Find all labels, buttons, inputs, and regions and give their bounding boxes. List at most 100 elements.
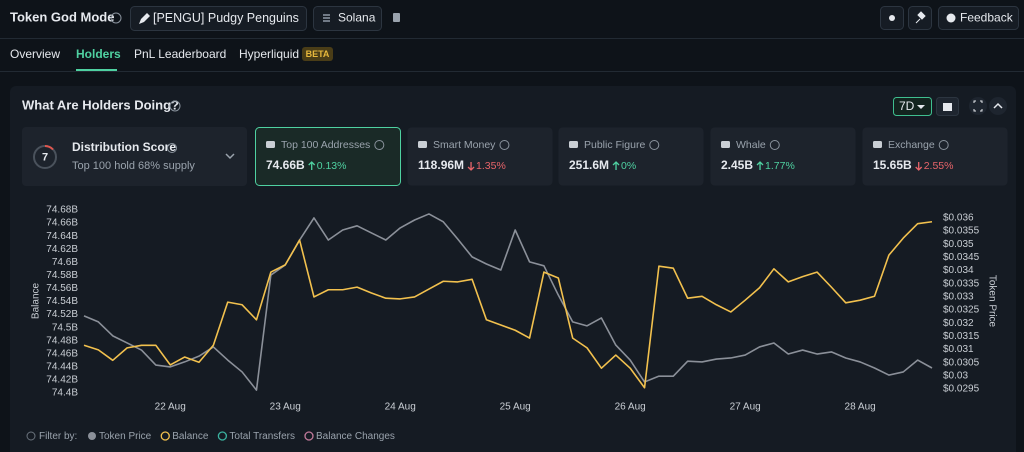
chain-button[interactable]	[313, 6, 382, 31]
y2-tick-label: $0.034	[943, 265, 974, 276]
legend-label[interactable]: Token Price	[99, 431, 152, 442]
legend-marker[interactable]	[304, 431, 314, 441]
y2-tick-label: $0.0335	[943, 278, 980, 289]
chain-name: Solana	[338, 11, 376, 25]
y-tick-label: 74.62B	[46, 244, 78, 255]
line-series	[83, 213, 933, 391]
tab[interactable]: Overview	[10, 47, 60, 61]
card-change: 0.13%	[317, 160, 347, 172]
metric-card[interactable]	[255, 127, 401, 186]
feedback-icon	[946, 13, 956, 23]
y2-tick-label: $0.0315	[943, 331, 980, 342]
edit-icon	[139, 13, 150, 24]
card-value: 15.65B	[873, 158, 912, 172]
panel-title: What Are Holders Doing?	[22, 97, 179, 112]
y-tick-label: 74.4B	[52, 388, 78, 399]
legend: Filter by: Token Price Balance Total Trans…	[26, 431, 395, 442]
x-tick-label: 28 Aug	[845, 402, 876, 413]
info-icon[interactable]	[374, 140, 385, 150]
y2-tick-label: $0.035	[943, 239, 974, 250]
arrow-up	[612, 161, 620, 170]
x-tick-label: 22 Aug	[155, 402, 186, 413]
y-tick-label: 74.66B	[46, 218, 78, 229]
pin-button[interactable]	[908, 6, 932, 30]
chevron-icon	[225, 153, 235, 160]
y2-tick-label: $0.0325	[943, 305, 980, 316]
feedback-button[interactable]	[938, 6, 1019, 30]
score-arc	[44, 145, 54, 151]
metric-card[interactable]	[407, 127, 553, 186]
range-label: 7D	[899, 99, 915, 113]
metric-card[interactable]	[862, 127, 1008, 186]
legend-label[interactable]: Total Transfers	[229, 431, 295, 442]
info-icon[interactable]	[769, 140, 780, 150]
card-change: 0%	[621, 160, 636, 172]
y-tick-label: 74.6B	[52, 257, 78, 268]
card-icon	[418, 141, 427, 148]
info-icon[interactable]	[167, 143, 177, 153]
legend-marker[interactable]	[160, 431, 170, 441]
y-tick-label: 74.48B	[46, 335, 78, 346]
card-value: 74.66B	[266, 158, 305, 172]
legend-label[interactable]: Balance Changes	[316, 431, 395, 442]
y2-tick-label: $0.0345	[943, 252, 980, 263]
arrow-down	[467, 162, 475, 171]
card-change: 1.35%	[476, 160, 506, 172]
y2-axis-title: Token Price	[986, 275, 997, 328]
beta-label: BETA	[306, 49, 330, 59]
tab[interactable]: Holders	[76, 47, 121, 61]
chain-icon	[323, 14, 330, 22]
card-change: 2.55%	[924, 160, 954, 172]
metric-card[interactable]	[558, 127, 704, 186]
tab[interactable]: PnL Leaderboard	[134, 47, 226, 61]
x-tick-label: 24 Aug	[385, 402, 416, 413]
dropdown-icon	[917, 105, 925, 109]
y-tick-label: 74.42B	[46, 375, 78, 386]
arrow-up	[756, 161, 764, 170]
info-icon[interactable]	[649, 140, 660, 150]
legend-marker[interactable]	[88, 432, 96, 440]
filter-icon	[26, 431, 36, 441]
token-button[interactable]	[130, 6, 307, 31]
calendar-icon	[943, 103, 952, 111]
expand-icon	[973, 100, 983, 112]
y2-tick-label: $0.0355	[943, 226, 980, 237]
y-tick-label: 74.46B	[46, 348, 78, 359]
info-icon[interactable]	[110, 12, 122, 24]
y-tick-label: 74.64B	[46, 231, 78, 242]
legend-label[interactable]: Balance	[172, 431, 209, 442]
token-name: [PENGU] Pudgy Penguins	[153, 11, 299, 25]
copy-icon[interactable]	[393, 13, 400, 22]
legend-marker[interactable]	[217, 431, 228, 441]
score-value: 7	[42, 151, 48, 163]
metric-card[interactable]	[710, 127, 856, 186]
chart: 74.4B 74.42B 74.44B 74.46B 74.48B 74.5B 74.52B…	[31, 205, 998, 413]
card-icon	[266, 141, 275, 148]
app-title: Token God Mode	[10, 9, 114, 24]
eye-icon	[889, 15, 895, 21]
y2-tick-label: $0.0305	[943, 357, 980, 368]
y-tick-label: 74.58B	[46, 270, 78, 281]
card-icon	[873, 141, 882, 148]
x-tick-label: 25 Aug	[500, 402, 531, 413]
arrow-up	[308, 161, 316, 170]
card-value: 251.6M	[569, 158, 609, 172]
card-label: Smart Money	[433, 139, 496, 151]
distribution-card[interactable]	[22, 127, 247, 186]
y2-tick-label: $0.036	[943, 213, 974, 224]
range-select[interactable]	[893, 97, 932, 116]
info-icon[interactable]	[169, 100, 181, 112]
collapse-button[interactable]	[989, 97, 1007, 115]
y-tick-label: 74.54B	[46, 296, 78, 307]
y2-tick-label: $0.033	[943, 292, 974, 303]
tab-underline	[76, 69, 117, 71]
card-value: 2.45B	[721, 158, 753, 172]
pin-icon	[915, 11, 926, 24]
info-icon[interactable]	[499, 140, 510, 150]
info-icon[interactable]	[938, 140, 949, 150]
expand-button[interactable]	[969, 97, 987, 115]
metric-cards: Top 100 Addresses 74.66B 0.13% Smart Money 1…	[255, 127, 1008, 186]
tab[interactable]: Hyperliquid	[239, 47, 299, 61]
